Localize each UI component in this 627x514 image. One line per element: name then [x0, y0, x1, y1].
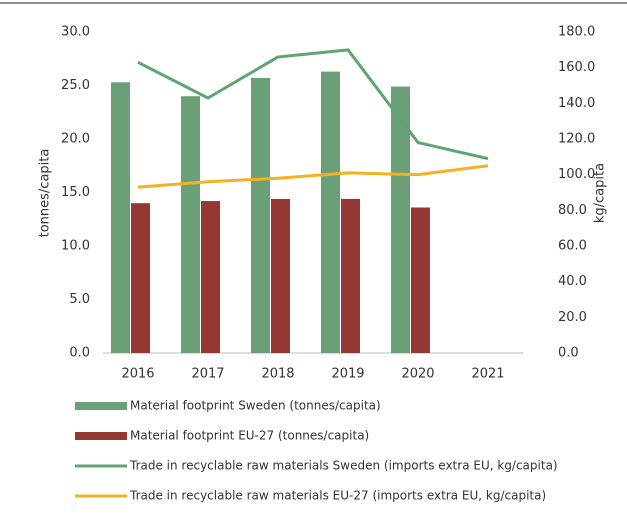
x-tick-label: 2017 [191, 367, 224, 382]
legend-swatch [75, 402, 127, 410]
y-tick-label: 0.0 [69, 346, 90, 361]
line [137, 48, 489, 161]
line [137, 164, 489, 189]
y-tick-label: 10.0 [61, 239, 90, 254]
y-tick-label: 20.0 [61, 132, 90, 147]
legend-label: Material footprint EU-27 (tonnes/capita) [130, 429, 369, 443]
bar [111, 82, 130, 353]
x-tick-label: 2020 [401, 367, 434, 382]
bar [321, 71, 340, 353]
bar [251, 78, 270, 353]
y2-tick-label: 40.0 [558, 274, 587, 289]
x-tick-label: 2019 [331, 367, 364, 382]
legend-label: Material footprint Sweden (tonnes/capita… [130, 399, 381, 413]
y2-tick-label: 120.0 [558, 132, 595, 147]
y2-tick-label: 100.0 [558, 167, 595, 182]
y-tick-label: 5.0 [69, 292, 90, 307]
x-tick-label: 2021 [471, 367, 504, 382]
y2-axis-label: kg/capita [593, 163, 608, 223]
y-tick-label: 15.0 [61, 185, 90, 200]
y2-tick-label: 180.0 [558, 25, 595, 40]
y2-tick-label: 0.0 [558, 346, 579, 361]
legend-swatch [75, 432, 127, 440]
bar [201, 201, 220, 353]
y-axis-label: tonnes/capita [38, 149, 53, 238]
bar [411, 207, 430, 353]
y-tick-label: 25.0 [61, 78, 90, 93]
x-tick-label: 2016 [121, 367, 154, 382]
y2-tick-label: 20.0 [558, 310, 587, 325]
bar [131, 203, 150, 353]
y2-tick-label: 60.0 [558, 239, 587, 254]
x-tick-label: 2018 [261, 367, 294, 382]
bar [271, 198, 290, 353]
bar [341, 198, 360, 353]
legend-label: Trade in recyclable raw materials Sweden… [129, 459, 558, 473]
y2-tick-label: 80.0 [558, 203, 587, 218]
y2-tick-label: 140.0 [558, 96, 595, 111]
bar [391, 86, 410, 353]
legend-label: Trade in recyclable raw materials EU-27 … [129, 489, 546, 503]
bar [181, 96, 200, 353]
y-tick-label: 30.0 [61, 25, 90, 40]
y2-tick-label: 160.0 [558, 60, 595, 75]
